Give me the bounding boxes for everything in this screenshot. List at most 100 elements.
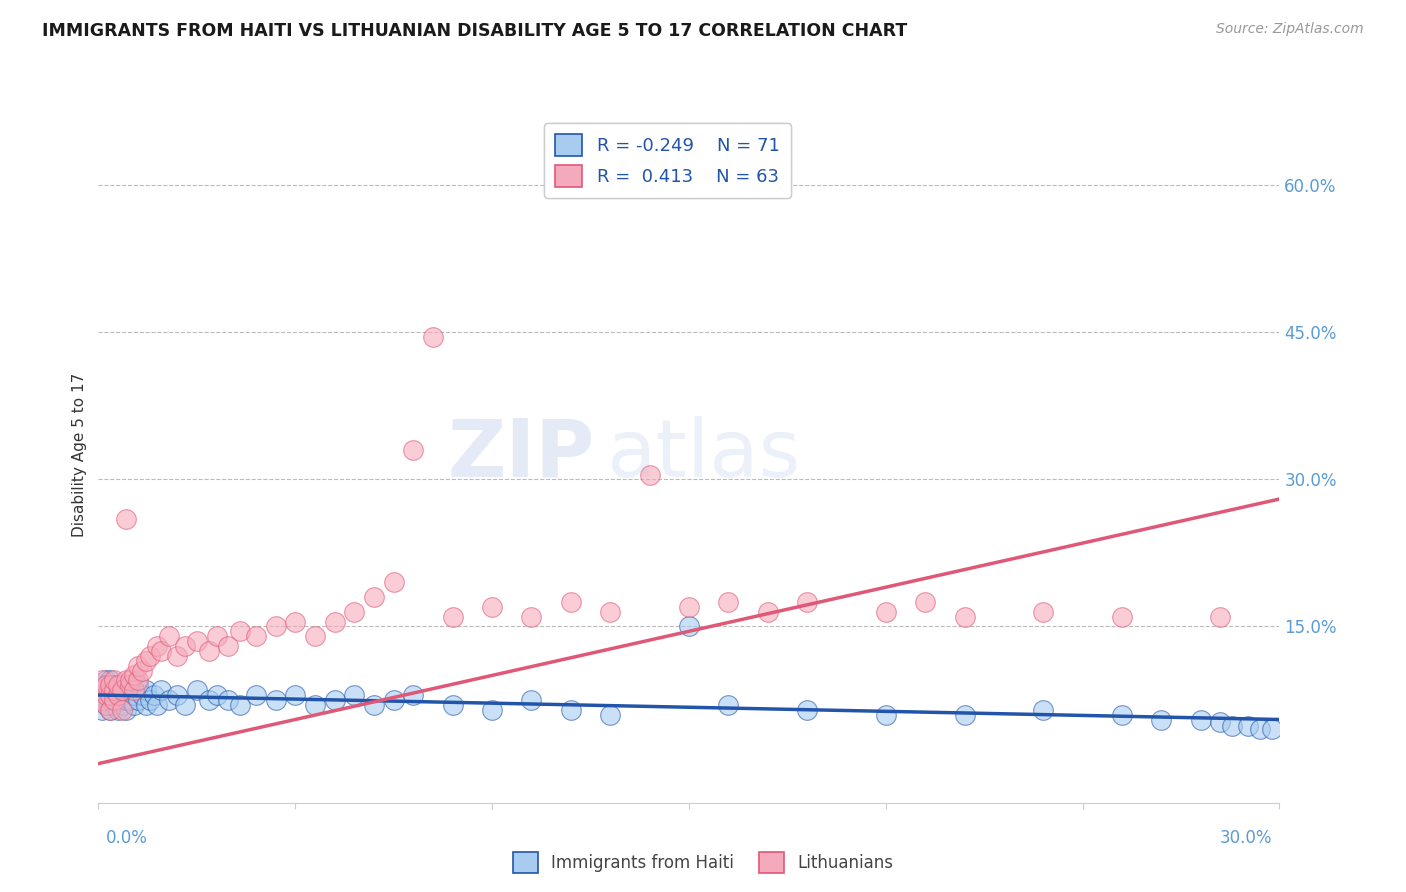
Point bbox=[678, 619, 700, 633]
Point bbox=[103, 683, 125, 698]
Point bbox=[118, 693, 141, 707]
Point bbox=[103, 678, 125, 692]
Point bbox=[138, 648, 160, 663]
Point bbox=[520, 609, 543, 624]
Point bbox=[1260, 723, 1282, 737]
Point bbox=[115, 673, 138, 688]
Point bbox=[717, 595, 740, 609]
Point bbox=[323, 693, 346, 707]
Point bbox=[382, 693, 405, 707]
Point bbox=[363, 698, 385, 712]
Point bbox=[402, 443, 425, 458]
Point bbox=[96, 673, 118, 688]
Point bbox=[796, 595, 818, 609]
Text: Source: ZipAtlas.com: Source: ZipAtlas.com bbox=[1216, 22, 1364, 37]
Point bbox=[1209, 715, 1232, 730]
Point bbox=[186, 634, 208, 648]
Point bbox=[118, 683, 141, 698]
Point bbox=[96, 683, 118, 698]
Point bbox=[205, 688, 228, 702]
Point bbox=[481, 703, 503, 717]
Point bbox=[382, 575, 405, 590]
Point bbox=[91, 703, 114, 717]
Point bbox=[131, 688, 153, 702]
Point bbox=[1220, 719, 1243, 733]
Point bbox=[135, 654, 157, 668]
Point bbox=[363, 590, 385, 604]
Point bbox=[111, 683, 134, 698]
Point bbox=[217, 639, 239, 653]
Point bbox=[245, 688, 267, 702]
Point bbox=[422, 330, 444, 344]
Point bbox=[245, 629, 267, 643]
Point bbox=[122, 683, 145, 698]
Point bbox=[107, 693, 129, 707]
Point bbox=[150, 683, 173, 698]
Point bbox=[186, 683, 208, 698]
Point bbox=[138, 693, 160, 707]
Point bbox=[111, 698, 134, 712]
Point bbox=[146, 639, 169, 653]
Point bbox=[678, 599, 700, 614]
Point bbox=[229, 698, 252, 712]
Text: atlas: atlas bbox=[606, 416, 800, 494]
Y-axis label: Disability Age 5 to 17: Disability Age 5 to 17 bbox=[72, 373, 87, 537]
Point bbox=[135, 698, 157, 712]
Point bbox=[118, 673, 141, 688]
Point bbox=[118, 678, 141, 692]
Point bbox=[115, 511, 138, 525]
Point bbox=[197, 644, 219, 658]
Point bbox=[96, 688, 118, 702]
Point bbox=[599, 707, 621, 722]
Point bbox=[111, 703, 134, 717]
Point bbox=[122, 698, 145, 712]
Point bbox=[98, 703, 121, 717]
Point bbox=[174, 698, 197, 712]
Point bbox=[953, 707, 976, 722]
Point bbox=[103, 673, 125, 688]
Point bbox=[197, 693, 219, 707]
Point bbox=[304, 698, 326, 712]
Point bbox=[127, 678, 149, 692]
Point bbox=[166, 648, 188, 663]
Point bbox=[146, 698, 169, 712]
Point bbox=[875, 707, 897, 722]
Point bbox=[402, 688, 425, 702]
Point bbox=[914, 595, 936, 609]
Point bbox=[96, 693, 118, 707]
Legend: Immigrants from Haiti, Lithuanians: Immigrants from Haiti, Lithuanians bbox=[506, 846, 900, 880]
Point bbox=[142, 688, 165, 702]
Point bbox=[1111, 609, 1133, 624]
Point bbox=[98, 673, 121, 688]
Point bbox=[115, 693, 138, 707]
Point bbox=[560, 595, 582, 609]
Point bbox=[717, 698, 740, 712]
Point bbox=[96, 678, 118, 692]
Point bbox=[343, 605, 366, 619]
Text: IMMIGRANTS FROM HAITI VS LITHUANIAN DISABILITY AGE 5 TO 17 CORRELATION CHART: IMMIGRANTS FROM HAITI VS LITHUANIAN DISA… bbox=[42, 22, 907, 40]
Point bbox=[264, 693, 287, 707]
Point bbox=[796, 703, 818, 717]
Point bbox=[157, 693, 180, 707]
Point bbox=[98, 688, 121, 702]
Point bbox=[264, 619, 287, 633]
Point bbox=[1209, 609, 1232, 624]
Point bbox=[107, 703, 129, 717]
Point bbox=[1189, 713, 1212, 727]
Point bbox=[98, 678, 121, 692]
Point bbox=[343, 688, 366, 702]
Point bbox=[91, 693, 114, 707]
Point bbox=[599, 605, 621, 619]
Point bbox=[441, 609, 464, 624]
Point bbox=[103, 688, 125, 702]
Text: ZIP: ZIP bbox=[447, 416, 595, 494]
Point bbox=[115, 678, 138, 692]
Point bbox=[166, 688, 188, 702]
Point bbox=[98, 693, 121, 707]
Point bbox=[1111, 707, 1133, 722]
Point bbox=[284, 615, 307, 629]
Point bbox=[91, 683, 114, 698]
Point bbox=[875, 605, 897, 619]
Point bbox=[98, 683, 121, 698]
Point bbox=[107, 688, 129, 702]
